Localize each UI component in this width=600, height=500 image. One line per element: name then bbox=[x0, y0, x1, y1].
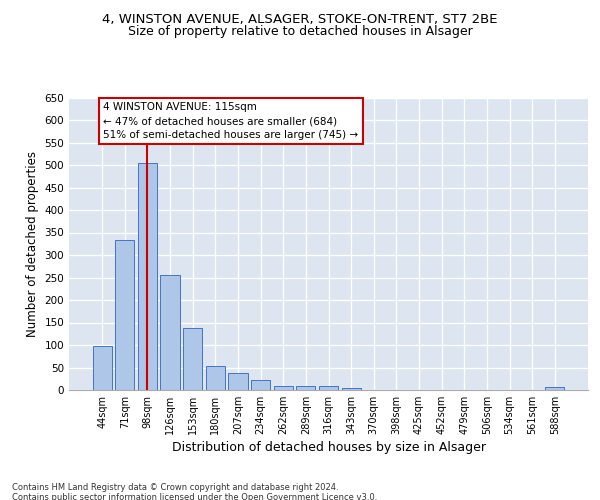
Text: Contains HM Land Registry data © Crown copyright and database right 2024.
Contai: Contains HM Land Registry data © Crown c… bbox=[12, 482, 377, 500]
Bar bbox=[296, 386, 316, 390]
Bar bbox=[274, 386, 293, 390]
Bar bbox=[160, 275, 180, 390]
Bar bbox=[251, 380, 270, 390]
Text: Size of property relative to detached houses in Alsager: Size of property relative to detached ho… bbox=[128, 25, 472, 38]
Bar bbox=[92, 346, 112, 390]
Bar bbox=[319, 386, 338, 390]
Text: 4 WINSTON AVENUE: 115sqm
← 47% of detached houses are smaller (684)
51% of semi-: 4 WINSTON AVENUE: 115sqm ← 47% of detach… bbox=[103, 102, 358, 140]
Bar bbox=[545, 387, 565, 390]
Bar bbox=[229, 374, 248, 390]
Bar bbox=[115, 240, 134, 390]
Y-axis label: Number of detached properties: Number of detached properties bbox=[26, 151, 39, 337]
Bar bbox=[138, 163, 157, 390]
Bar bbox=[206, 366, 225, 390]
Bar bbox=[341, 388, 361, 390]
Bar bbox=[183, 328, 202, 390]
Text: 4, WINSTON AVENUE, ALSAGER, STOKE-ON-TRENT, ST7 2BE: 4, WINSTON AVENUE, ALSAGER, STOKE-ON-TRE… bbox=[102, 12, 498, 26]
X-axis label: Distribution of detached houses by size in Alsager: Distribution of detached houses by size … bbox=[172, 441, 485, 454]
